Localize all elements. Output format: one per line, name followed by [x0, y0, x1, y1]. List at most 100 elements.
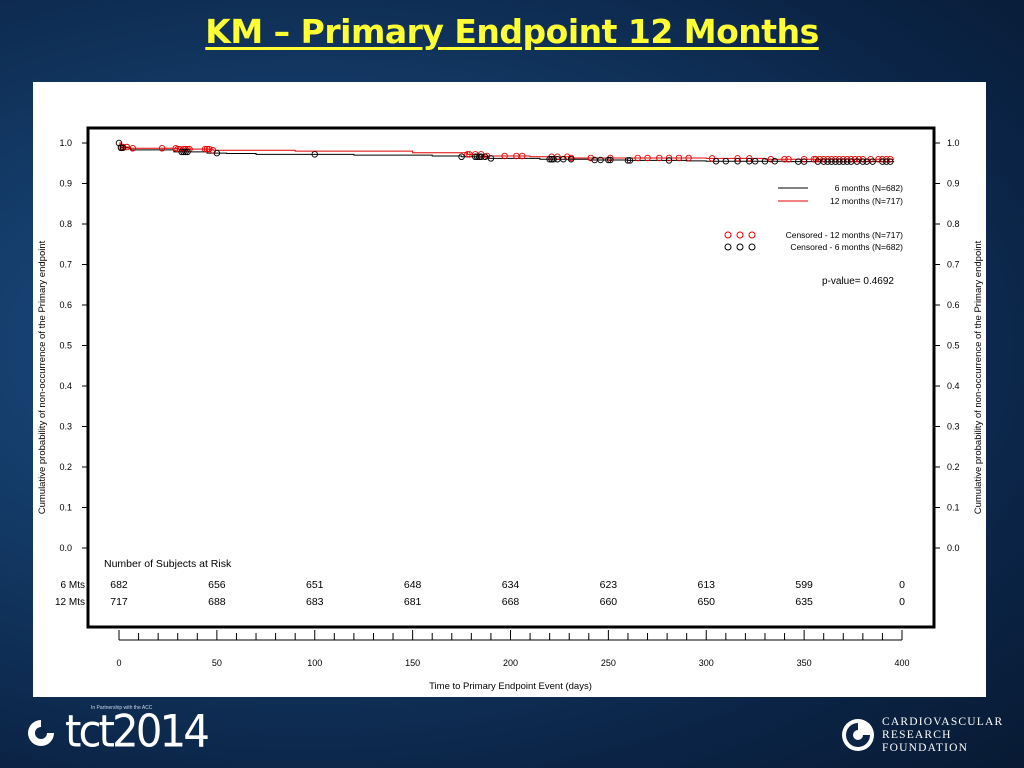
risk-cell: 613: [697, 579, 715, 591]
censor-marker-6-months: [883, 158, 890, 165]
y-tick-label-left: 1.0: [59, 138, 72, 148]
y-tick-label-left: 0.9: [59, 179, 72, 189]
crf-line-3: FOUNDATION: [882, 742, 969, 754]
x-axis-title: Time to Primary Endpoint Event (days): [429, 681, 592, 692]
censor-marker-6-months: [546, 155, 553, 163]
censor-marker-6-months: [665, 157, 673, 164]
y-tick-label-left: 0.3: [59, 422, 72, 432]
y-tick-label-left: 0.7: [59, 260, 72, 270]
y-tick-label-right: 0.1: [947, 503, 960, 513]
y-tick-label-left: 0.2: [59, 462, 72, 472]
censor-marker-6-months: [771, 157, 779, 165]
risk-table-header: Number of Subjects at Risk: [104, 558, 232, 570]
crf-swirl-icon: [842, 719, 874, 751]
y-axis-title-left: Cumulative probability of non-occurrence…: [37, 240, 48, 514]
crf-line-1: CARDIOVASCULAR: [882, 716, 1004, 728]
km-chart-panel: 0.0 0.1 0.2 0.3 0.4 0.5 0.6 0.7 0.8 0.9 1.0 0.0 0.1…: [33, 82, 986, 697]
censor-marker-12-months: [675, 154, 683, 162]
risk-row-label: 6 Mts: [61, 580, 85, 591]
risk-cell: 717: [110, 596, 128, 608]
censor-marker-6-months: [560, 155, 567, 163]
x-tick-label: 250: [601, 658, 616, 668]
censor-marker-12-months: [203, 145, 211, 153]
censor-marker-6-months: [605, 156, 612, 164]
censor-marker-6-months: [117, 144, 125, 152]
risk-row-label: 12 Mts: [55, 597, 85, 608]
censor-marker-6-months: [800, 158, 808, 165]
tct-swirl-icon: [28, 720, 54, 746]
censor-marker-12-months: [685, 154, 692, 162]
slide-title: KM – Primary Endpoint 12 Months: [205, 12, 819, 51]
censor-marker-6-months: [624, 157, 632, 164]
censor-marker-6-months: [567, 155, 575, 163]
x-tick-label: 300: [699, 658, 714, 668]
y-tick-label-right: 0.6: [947, 300, 960, 310]
censor-marker-6-months: [824, 158, 831, 165]
censor-marker-6-months: [550, 155, 557, 163]
censor-marker-12-months: [607, 154, 614, 162]
censor-marker-6-months: [869, 158, 876, 165]
y-tick-label-right: 0.4: [947, 381, 960, 391]
legend-censor-swatch: [724, 231, 732, 239]
censor-marker-6-months: [473, 153, 481, 161]
censor-marker-6-months: [311, 151, 319, 158]
censor-marker-6-months: [712, 157, 720, 165]
plot-frame: [86, 126, 936, 629]
censor-marker-6-months: [180, 148, 187, 156]
censor-marker-6-months: [887, 158, 894, 165]
censor-marker-12-months: [767, 155, 775, 163]
censor-marker-12-months: [129, 145, 136, 152]
x-tick-label: 150: [405, 658, 420, 668]
censor-marker-12-months: [158, 145, 166, 152]
censor-marker-6-months: [182, 148, 189, 156]
y-tick-label-left: 0.0: [59, 543, 72, 553]
km-line-6-months: [119, 142, 895, 163]
logo-text: tct2014: [65, 705, 210, 758]
legend-censor-label: Censored - 6 months (N=682): [790, 242, 903, 252]
risk-cell: 681: [404, 596, 422, 608]
censor-marker-12-months: [781, 155, 788, 163]
censor-marker-12-months: [734, 155, 741, 162]
censor-marker-12-months: [501, 152, 508, 160]
y-tick-label-left: 0.5: [59, 341, 72, 351]
censor-marker-12-months: [518, 152, 526, 160]
y-tick-label-right: 0.5: [947, 341, 960, 351]
legend-censor-label: Censored - 12 months (N=717): [786, 230, 904, 240]
risk-cell: 656: [208, 579, 226, 591]
censor-marker-6-months: [119, 144, 127, 152]
censor-marker-6-months: [626, 157, 634, 164]
logo-tagline: In Partnership with the ACC: [91, 705, 153, 711]
risk-cell: 599: [795, 579, 813, 591]
y-tick-label-left: 0.4: [59, 381, 72, 391]
risk-cell: 635: [795, 596, 813, 608]
x-tick-label: 400: [894, 658, 909, 668]
x-tick-label: 350: [797, 658, 812, 668]
y-tick-label-right: 0.7: [947, 260, 960, 270]
crf-logo: CARDIOVASCULAR RESEARCH FOUNDATION: [840, 715, 1010, 757]
legend-censor-swatch: [736, 231, 744, 239]
risk-cell: 634: [502, 579, 520, 591]
y-tick-label-left: 0.1: [59, 503, 72, 513]
y-tick-label-left: 0.8: [59, 219, 72, 229]
censor-marker-12-months: [800, 155, 808, 163]
legend-censor-swatch: [736, 243, 744, 251]
x-tick-label: 0: [116, 658, 121, 668]
risk-cell: 648: [404, 579, 422, 591]
crf-name: CARDIOVASCULAR RESEARCH FOUNDATION: [882, 716, 1003, 755]
censor-marker-6-months: [734, 157, 741, 165]
legend-censor-swatch: [748, 231, 756, 239]
y-tick-label-left: 0.6: [59, 300, 72, 310]
censor-marker-6-months: [832, 158, 839, 165]
legend-line-label: 6 months (N=682): [835, 183, 903, 193]
y-tick-label-right: 0.0: [947, 543, 960, 553]
x-tick-label: 50: [212, 658, 222, 668]
risk-cell: 660: [600, 596, 618, 608]
censor-marker-12-months: [665, 154, 673, 162]
legend-censor-swatch: [748, 243, 756, 251]
risk-cell: 0: [899, 579, 905, 591]
risk-cell: 683: [306, 596, 324, 608]
y-axis-title-right: Cumulative probability of non-occurrence…: [973, 240, 984, 514]
censor-marker-6-months: [761, 157, 769, 165]
x-tick-label: 100: [307, 658, 322, 668]
censor-marker-6-months: [458, 153, 465, 161]
